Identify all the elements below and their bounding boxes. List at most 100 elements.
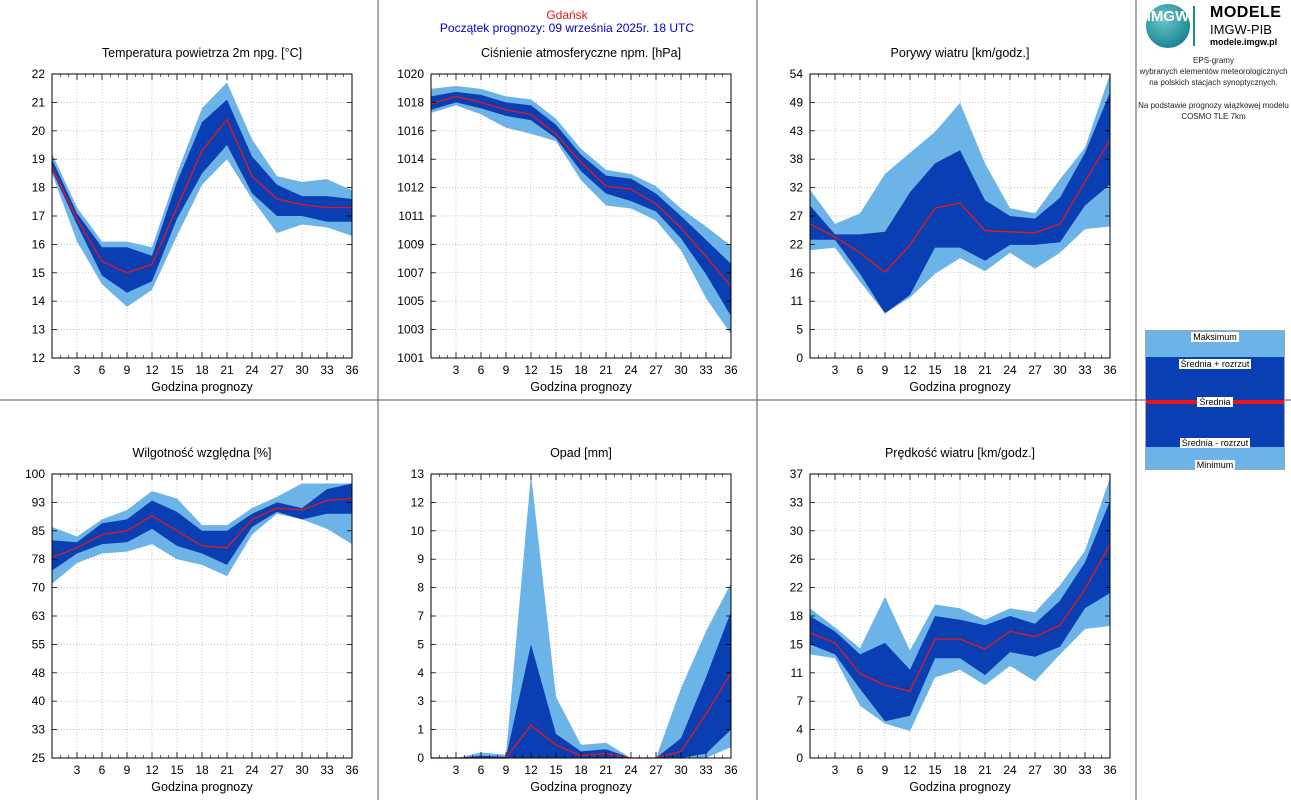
- x-axis-label: Godzina prognozy: [909, 780, 1011, 794]
- x-tick-label: 6: [99, 763, 106, 777]
- x-tick-label: 33: [320, 363, 334, 377]
- y-tick-label: 30: [790, 524, 804, 538]
- description-line: COSMO TLE 7km: [1181, 112, 1246, 121]
- x-tick-label: 15: [170, 763, 184, 777]
- y-tick-label: 49: [790, 95, 804, 109]
- x-tick-label: 6: [857, 363, 864, 377]
- x-axis-label: Godzina prognozy: [530, 780, 632, 794]
- x-tick-label: 27: [1028, 363, 1042, 377]
- x-tick-label: 9: [882, 363, 889, 377]
- y-tick-label: 12: [32, 351, 46, 365]
- y-tick-label: 16: [790, 266, 804, 280]
- x-tick-label: 3: [832, 363, 839, 377]
- x-tick-label: 33: [1078, 763, 1092, 777]
- x-tick-label: 18: [953, 763, 967, 777]
- y-tick-label: 5: [417, 637, 424, 651]
- chart-title: Ciśnienie atmosferyczne npm. [hPa]: [481, 46, 681, 60]
- x-tick-label: 36: [724, 363, 738, 377]
- station-name: Gdańsk: [546, 8, 588, 22]
- y-tick-label: 1020: [397, 67, 424, 81]
- y-tick-label: 22: [790, 237, 804, 251]
- imgw-logo-text: IMGW: [1146, 8, 1190, 25]
- x-tick-label: 15: [170, 363, 184, 377]
- y-tick-label: 8: [417, 581, 424, 595]
- x-tick-label: 36: [345, 363, 359, 377]
- chart-title: Prędkość wiatru [km/godz.]: [885, 446, 1035, 460]
- y-tick-label: 1005: [397, 294, 424, 308]
- x-tick-label: 18: [574, 763, 588, 777]
- x-tick-label: 27: [270, 363, 284, 377]
- chart-panel: 3 6 9 12 15 18 21 24 27 30 33 360471115182226303337…: [790, 446, 1117, 794]
- y-tick-label: 38: [790, 152, 804, 166]
- y-tick-label: 7: [796, 694, 803, 708]
- y-tick-label: 26: [790, 552, 804, 566]
- band-mean-spread: [52, 99, 352, 293]
- charts: 3 6 9 12 15 18 21 24 27 30 33 361213141516171819202…: [25, 46, 1117, 794]
- x-tick-label: 30: [295, 763, 309, 777]
- chart-panel: 3 6 9 12 15 18 21 24 27 30 33 360511162227323843495…: [790, 46, 1117, 394]
- x-tick-label: 18: [195, 363, 209, 377]
- y-tick-label: 21: [32, 95, 46, 109]
- band-mean-spread: [810, 500, 1110, 722]
- legend-label-min: Minimum: [1194, 460, 1236, 470]
- description-line: EPS-gramy: [1193, 56, 1234, 65]
- description-top: EPS-gramy wybranych elementów meteorolog…: [1136, 55, 1291, 88]
- description-bottom: Na podstawie prognozy wiązkowej modelu C…: [1136, 100, 1291, 122]
- y-tick-label: 22: [32, 67, 46, 81]
- x-tick-label: 30: [674, 363, 688, 377]
- legend: Maksimum Średnia + rozrzut Średnia Średn…: [1145, 330, 1285, 470]
- x-tick-label: 15: [549, 363, 563, 377]
- x-tick-label: 3: [74, 363, 81, 377]
- imgw-logo[interactable]: IMGW MODELE IMGW-PIB modele.imgw.pl: [1146, 2, 1286, 48]
- chart-panel: 3 6 9 12 15 18 21 24 27 30 33 362533404855637078859…: [25, 446, 359, 794]
- y-tick-label: 1009: [397, 237, 424, 251]
- x-tick-label: 21: [599, 363, 613, 377]
- chart-title: Porywy wiatru [km/godz.]: [891, 46, 1030, 60]
- x-tick-label: 21: [978, 763, 992, 777]
- y-tick-label: 54: [790, 67, 804, 81]
- x-tick-label: 15: [549, 763, 563, 777]
- x-tick-label: 18: [574, 363, 588, 377]
- logo-title: MODELE: [1210, 4, 1282, 21]
- y-tick-label: 0: [796, 751, 803, 765]
- chart-title: Wilgotność względna [%]: [133, 446, 272, 460]
- x-tick-label: 30: [674, 763, 688, 777]
- y-tick-label: 55: [32, 637, 46, 651]
- x-tick-label: 18: [953, 363, 967, 377]
- x-axis-label: Godzina prognozy: [151, 380, 253, 394]
- x-tick-label: 30: [295, 363, 309, 377]
- y-tick-label: 1012: [397, 181, 424, 195]
- x-tick-label: 33: [699, 763, 713, 777]
- y-tick-label: 18: [790, 609, 804, 623]
- y-tick-label: 25: [32, 751, 46, 765]
- description-line: wybranych elementów meteorologicznych: [1139, 67, 1288, 76]
- x-tick-label: 30: [1053, 363, 1067, 377]
- chart-panel: 3 6 9 12 15 18 21 24 27 30 33 361001100310051007100…: [397, 46, 738, 394]
- x-tick-label: 33: [699, 363, 713, 377]
- y-tick-label: 7: [417, 609, 424, 623]
- x-tick-label: 6: [478, 763, 485, 777]
- x-tick-label: 21: [220, 763, 234, 777]
- y-tick-label: 1003: [397, 323, 424, 337]
- x-tick-label: 24: [624, 363, 638, 377]
- x-tick-label: 6: [478, 363, 485, 377]
- y-tick-label: 1014: [397, 152, 424, 166]
- mean-line: [809, 544, 1111, 692]
- x-tick-label: 24: [245, 763, 259, 777]
- y-tick-label: 1011: [398, 209, 424, 223]
- logo-subtitle: IMGW-PIB: [1210, 22, 1272, 37]
- x-tick-label: 9: [503, 763, 510, 777]
- y-tick-label: 18: [32, 181, 46, 195]
- x-tick-label: 12: [524, 363, 538, 377]
- y-tick-label: 5: [796, 323, 803, 337]
- x-tick-label: 12: [145, 363, 159, 377]
- y-tick-label: 43: [790, 124, 804, 138]
- x-tick-label: 36: [1103, 363, 1117, 377]
- y-tick-label: 1007: [397, 266, 424, 280]
- y-tick-label: 3: [417, 694, 424, 708]
- y-tick-label: 12: [411, 495, 425, 509]
- description-line: Na podstawie prognozy wiązkowej modelu: [1138, 101, 1289, 110]
- y-tick-label: 93: [32, 495, 46, 509]
- chart-panel: 3 6 9 12 15 18 21 24 27 30 33 361213141516171819202…: [32, 46, 359, 394]
